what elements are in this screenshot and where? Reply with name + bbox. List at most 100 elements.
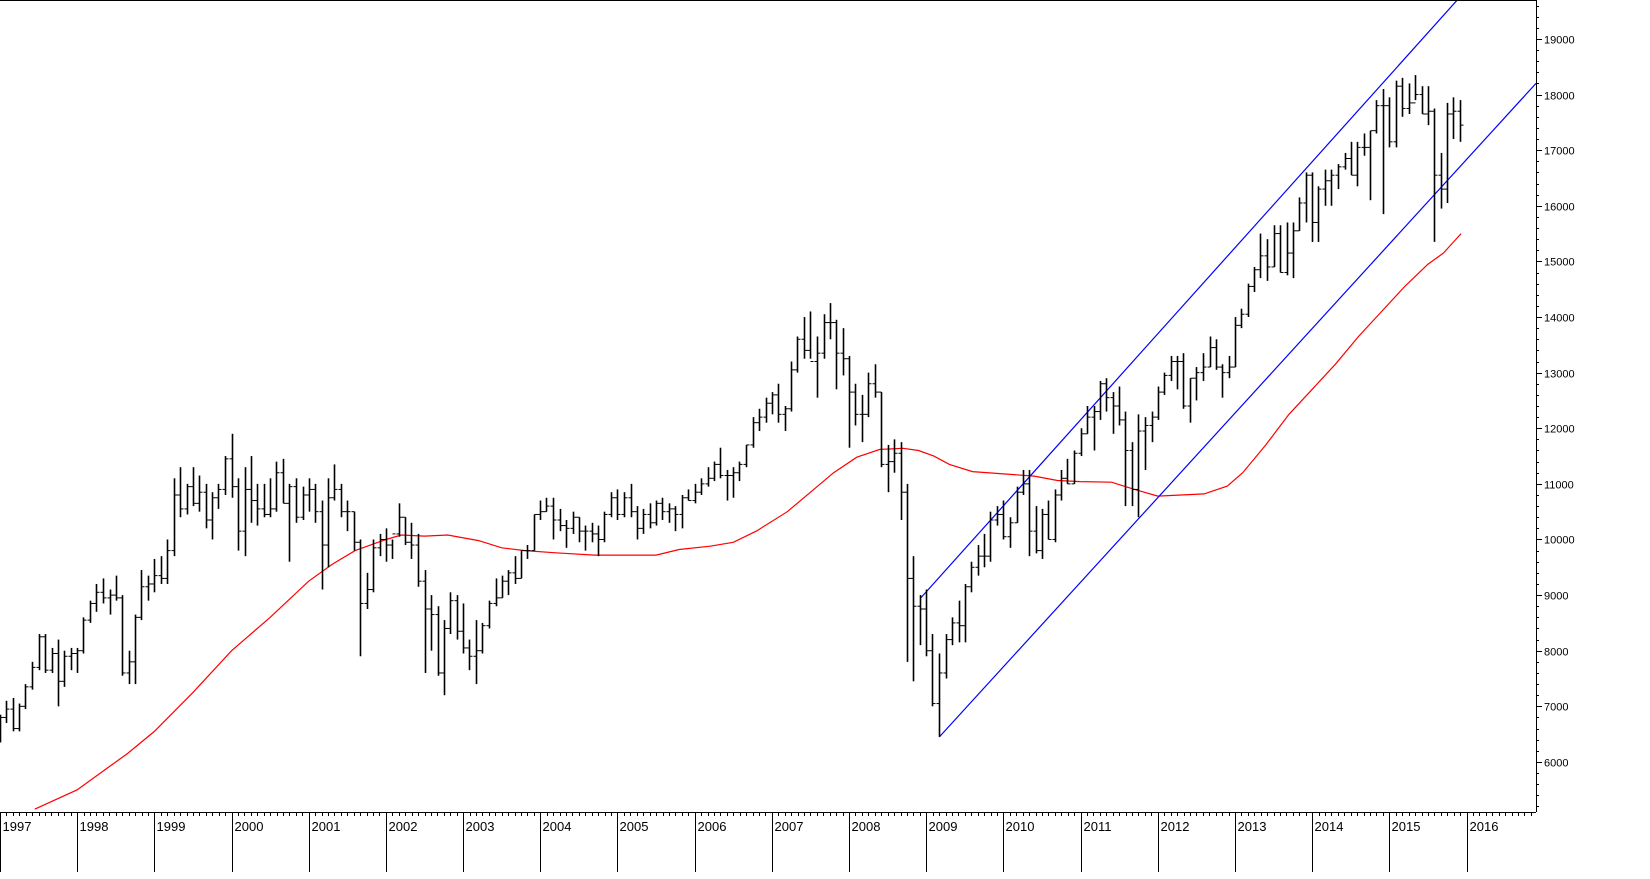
ohlc-bar [126,650,133,685]
ohlc-bar [736,461,743,482]
ohlc-bar [640,508,647,534]
x-tick-label: 2011 [1084,819,1112,834]
ohlc-bar [280,458,287,504]
ohlc-bar [300,486,307,521]
ohlc-bar [1122,411,1129,507]
x-tick-label: 2000 [235,819,264,834]
ohlc-bar [923,589,930,657]
ohlc-bar [1284,222,1291,276]
ohlc-bar [518,550,525,579]
ohlc-bar [428,595,435,651]
trend-channel-line [920,0,1458,599]
ohlc-bar [1097,380,1104,420]
ohlc-bar [833,319,840,390]
y-tick-label: 17000 [1544,146,1575,158]
ohlc-bar [493,578,500,607]
ohlc-bar [209,492,216,540]
ohlc-bar [794,336,801,373]
ohlc-bar [1174,355,1181,390]
ohlc-bar [872,364,879,398]
ohlc-bar [325,478,332,568]
ohlc-bar [1251,266,1258,292]
ohlc-bar [1078,428,1085,457]
ohlc-bar [563,520,570,548]
ohlc-bar [589,522,596,543]
ohlc-bar [1045,500,1052,540]
ohlc-bar [557,508,564,532]
ohlc-bar [454,595,461,640]
ohlc-bar [621,492,628,518]
x-tick-label: 2008 [852,819,881,834]
ohlc-bar [0,714,4,743]
ohlc-bar [3,700,10,724]
x-tick-label: 2007 [775,819,804,834]
y-tick-label: 14000 [1544,313,1575,325]
ohlc-bar [1348,141,1355,176]
ohlc-bar [1110,392,1117,434]
ohlc-bar [1219,364,1226,398]
ohlc-bar [1238,308,1245,329]
ohlc-bar [763,397,770,423]
ohlc-bar [1232,317,1239,368]
ohlc-bar [917,595,924,646]
ohlc-bar [865,372,872,418]
ohlc-bar [840,328,847,376]
ohlc-bar [1354,141,1361,187]
ohlc-bar [550,497,557,540]
ohlc-bar [107,589,114,615]
ohlc-bar [408,522,415,559]
y-tick-label: 15000 [1544,257,1575,269]
ohlc-bar [750,417,757,448]
ohlc-bar [1142,417,1149,470]
ohlc-bar [351,511,358,551]
ohlc-bar [441,620,448,696]
ohlc-bar [1064,458,1071,485]
ohlc-bar [1103,378,1110,412]
ohlc-bar [1193,367,1200,401]
ohlc-bar [338,483,345,518]
ohlc-bar [1007,517,1014,548]
x-tick-label: 2015 [1392,819,1421,834]
ohlc-bar [846,355,853,448]
ohlc-bar [357,539,364,657]
ohlc-bar [653,500,660,526]
ohlc-bar [1052,489,1059,543]
x-tick-label: 1997 [3,819,32,834]
ohlc-bar [614,489,621,521]
ohlc-bar [1399,77,1406,117]
ohlc-bar [16,703,23,732]
ohlc-bar [435,606,442,676]
ohlc-bar [55,639,62,707]
ohlc-bar [775,383,782,423]
x-tick-label: 2005 [620,819,649,834]
x-tick-label: 2002 [389,819,418,834]
ohlc-bar [705,467,712,487]
ohlc-bar [36,634,43,671]
ohlc-bar [1091,406,1098,451]
ohlc-bar [595,525,602,557]
ohlc-bar [190,467,197,507]
ohlc-bar [164,539,171,584]
ohlc-bar [184,483,191,515]
x-tick-label: 2016 [1470,819,1499,834]
ohlc-bar [74,647,81,673]
ohlc-bar [402,516,409,546]
ohlc-bar [286,483,293,562]
ohlc-bar [717,447,724,479]
ohlc-bar [743,444,750,468]
ohlc-bar [505,570,512,596]
ohlc-bar [878,391,885,468]
ohlc-bar [1290,222,1297,279]
ohlc-bar [1419,86,1426,115]
ohlc-bar [222,456,229,495]
ohlc-bar [1380,88,1387,215]
ohlc-bar [666,503,673,523]
ohlc-bar [936,653,943,737]
ohlc-bar [711,461,718,482]
ohlc-bar [756,408,763,432]
ohlc-bar [543,497,550,513]
ohlc-bar [306,478,313,512]
ohlc-bar [1084,406,1091,435]
ohlc-bar [788,361,795,412]
